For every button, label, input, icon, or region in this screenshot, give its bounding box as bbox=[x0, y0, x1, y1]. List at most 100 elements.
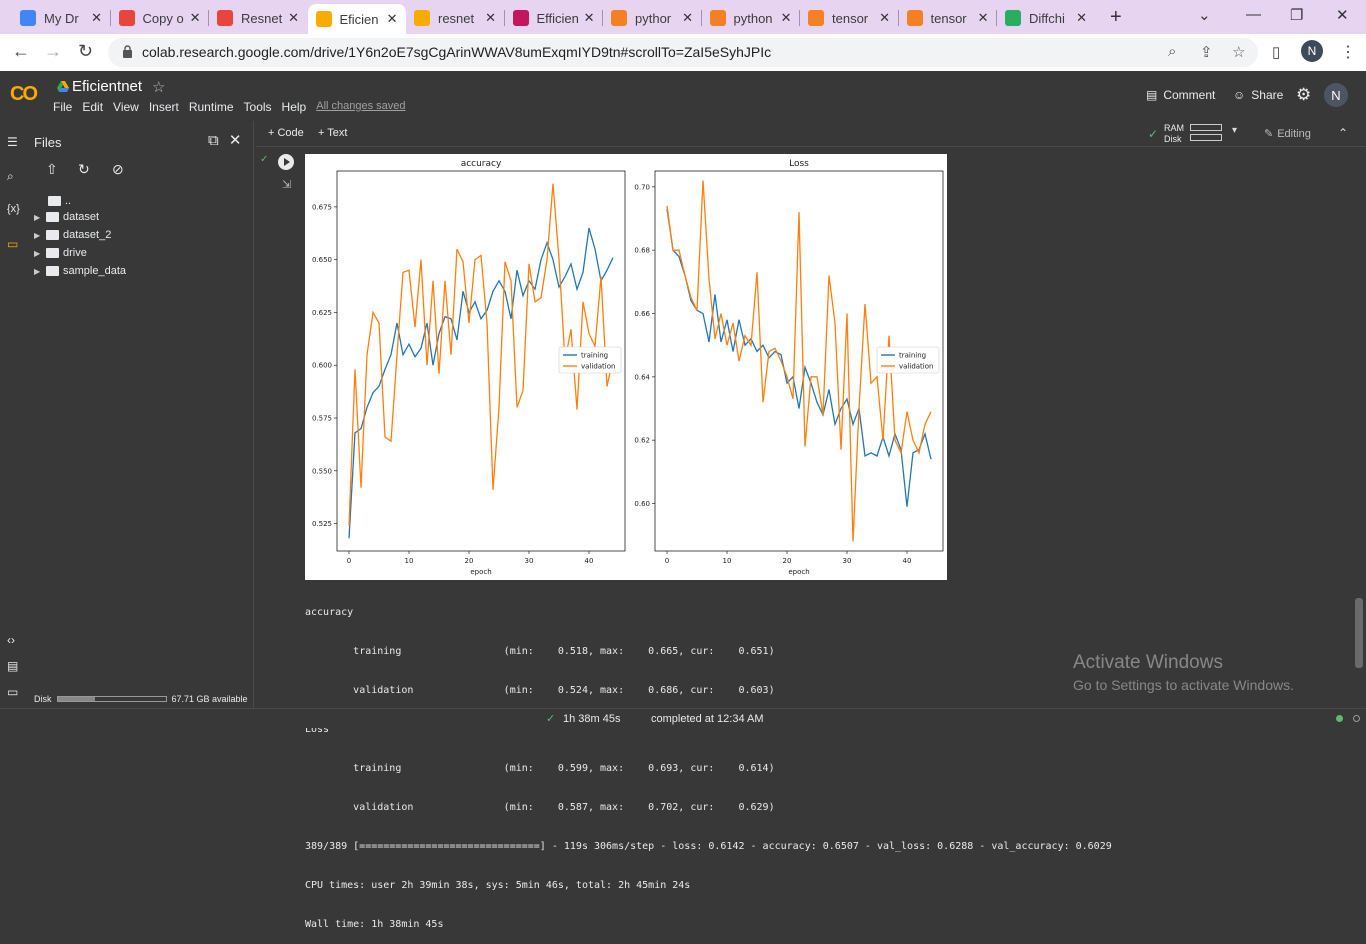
menu-runtime[interactable]: Runtime bbox=[188, 100, 234, 114]
browser-tab[interactable]: tensor ✕ bbox=[800, 4, 898, 32]
upload-icon[interactable]: ⇧ bbox=[46, 161, 58, 177]
browser-tab[interactable]: tensor ✕ bbox=[899, 4, 997, 32]
new-tab-button[interactable]: + bbox=[1110, 6, 1122, 28]
menu-file[interactable]: File bbox=[53, 100, 73, 114]
vertical-scrollbar[interactable] bbox=[1355, 598, 1363, 668]
avatar[interactable]: N bbox=[1324, 83, 1348, 107]
chevron-right-icon[interactable]: ▶ bbox=[34, 230, 41, 240]
list-item[interactable]: ▶ sample_data bbox=[34, 265, 126, 277]
browser-tab[interactable]: resnet ✕ bbox=[406, 4, 504, 32]
code-snippets-icon[interactable]: ‹› bbox=[7, 633, 15, 647]
stackoverflow-icon bbox=[906, 10, 923, 26]
forward-button[interactable]: → bbox=[44, 41, 62, 61]
close-tab-icon[interactable]: ✕ bbox=[91, 10, 102, 25]
close-tab-icon[interactable]: ✕ bbox=[977, 10, 989, 25]
close-tab-icon[interactable]: ✕ bbox=[485, 10, 496, 25]
x-tick-label: 40 bbox=[903, 557, 912, 565]
variables-icon[interactable]: {x} bbox=[7, 203, 20, 215]
search-icon[interactable]: ⌕ bbox=[7, 169, 14, 183]
close-tab-icon[interactable]: ✕ bbox=[879, 10, 890, 25]
series-line-training bbox=[348, 227, 614, 539]
browser-tab[interactable]: Efficien ✕ bbox=[505, 4, 603, 32]
browser-tab-label: tensor bbox=[930, 10, 967, 26]
chevron-right-icon[interactable]: ▶ bbox=[34, 212, 41, 222]
menu-view[interactable]: View bbox=[113, 100, 139, 114]
url-field[interactable]: colab.research.google.com/drive/1Y6n2oE7… bbox=[108, 38, 1258, 67]
output-line: CPU times: user 2h 39min 38s, sys: 5min … bbox=[305, 880, 691, 891]
run-cell-button[interactable] bbox=[278, 154, 294, 170]
close-tab-icon[interactable]: ✕ bbox=[386, 11, 398, 26]
output-line: Wall time: 1h 38min 45s bbox=[305, 919, 444, 930]
refresh-folder-icon[interactable]: ↻ bbox=[78, 161, 90, 177]
close-tab-icon[interactable]: ✕ bbox=[189, 10, 201, 25]
restore-button[interactable]: ❐ bbox=[1290, 7, 1304, 24]
editing-mode-button[interactable]: ✎ Editing bbox=[1264, 127, 1311, 140]
folder-icon[interactable]: ▭ bbox=[7, 237, 19, 251]
output-line: validation (min: 0.524, max: 0.686, cur:… bbox=[305, 685, 775, 696]
browser-tab[interactable]: My Dr ✕ bbox=[12, 4, 110, 32]
save-status-link[interactable]: All changes saved bbox=[316, 100, 406, 112]
open-in-tab-icon[interactable]: ⧉ bbox=[208, 132, 219, 149]
close-tab-icon[interactable]: ✕ bbox=[780, 10, 792, 25]
activation-watermark-text: Go to Settings to activate Windows. bbox=[1073, 677, 1294, 693]
table-of-contents-icon[interactable]: ☰ bbox=[7, 135, 18, 149]
chevron-right-icon[interactable]: ▶ bbox=[34, 248, 41, 258]
browser-tab[interactable]: Resnet ✕ bbox=[209, 4, 307, 32]
unmount-drive-icon[interactable]: ⊘ bbox=[112, 161, 124, 177]
tab-separator bbox=[799, 10, 800, 26]
list-item[interactable]: ▶ drive bbox=[34, 247, 87, 259]
add-code-button[interactable]: + Code bbox=[268, 127, 304, 139]
notebook-title[interactable]: Eficientnet bbox=[72, 78, 143, 95]
zoom-icon[interactable]: ⌕ bbox=[1168, 43, 1177, 60]
add-text-button[interactable]: + Text bbox=[318, 127, 348, 139]
browser-tab[interactable]: python ✕ bbox=[702, 4, 800, 32]
person-add-icon: ☺ bbox=[1233, 88, 1246, 102]
tab-separator bbox=[109, 10, 111, 26]
colab-logo[interactable]: CO bbox=[10, 83, 38, 105]
share-page-icon[interactable]: ⇪ bbox=[1200, 44, 1213, 61]
list-item[interactable]: ▶ dataset_2 bbox=[34, 229, 111, 241]
browser-tab[interactable]: pythor ✕ bbox=[603, 4, 701, 32]
chevron-right-icon[interactable]: ▶ bbox=[34, 266, 41, 276]
share-button[interactable]: ☺ Share bbox=[1233, 88, 1283, 102]
browser-menu-icon[interactable]: ⋮ bbox=[1340, 44, 1356, 61]
close-tab-icon[interactable]: ✕ bbox=[288, 10, 299, 25]
menu-edit[interactable]: Edit bbox=[82, 100, 104, 114]
menu-insert[interactable]: Insert bbox=[148, 100, 179, 114]
chevron-up-icon[interactable]: ⌃ bbox=[1338, 126, 1349, 140]
reload-button[interactable]: ↻ bbox=[78, 41, 94, 61]
bookmark-star-icon[interactable]: ☆ bbox=[1232, 44, 1246, 61]
browser-tab[interactable]: Eficien ✕ bbox=[307, 4, 406, 34]
list-item[interactable]: .. bbox=[48, 195, 71, 207]
browser-tab[interactable]: Copy o ✕ bbox=[111, 4, 209, 32]
connected-indicator bbox=[1336, 715, 1343, 722]
star-icon[interactable]: ☆ bbox=[152, 79, 166, 96]
browser-tab[interactable]: Diffchi ✕ bbox=[997, 4, 1095, 32]
tab-separator bbox=[602, 10, 603, 26]
menu-bar: File Edit View Insert Runtime Tools Help… bbox=[53, 100, 416, 114]
chevron-down-icon[interactable]: ▾ bbox=[1232, 125, 1238, 136]
x-tick-label: 10 bbox=[723, 557, 732, 565]
tab-search-icon[interactable]: ⌄ bbox=[1198, 7, 1211, 24]
menu-help[interactable]: Help bbox=[281, 100, 307, 114]
side-panel-icon[interactable]: ▯ bbox=[1272, 44, 1281, 61]
gear-icon[interactable]: ⚙ bbox=[1296, 85, 1312, 104]
close-icon[interactable]: ✕ bbox=[228, 132, 242, 149]
menu-tools[interactable]: Tools bbox=[243, 100, 272, 114]
chart-title: Loss bbox=[789, 159, 809, 169]
browser-profile-avatar[interactable]: N bbox=[1301, 40, 1323, 62]
back-button[interactable]: ← bbox=[12, 41, 30, 61]
close-tab-icon[interactable]: ✕ bbox=[1076, 10, 1087, 25]
list-item[interactable]: ▶ dataset bbox=[34, 211, 99, 223]
close-window-button[interactable]: ✕ bbox=[1336, 7, 1349, 24]
output-actions-icon[interactable]: ⇲ bbox=[282, 179, 292, 191]
command-palette-icon[interactable]: ▤ bbox=[7, 659, 19, 673]
close-tab-icon[interactable]: ✕ bbox=[583, 10, 595, 25]
stackoverflow-icon bbox=[611, 10, 627, 26]
resources-indicator[interactable]: RAM Disk bbox=[1164, 123, 1184, 145]
comment-button[interactable]: ▤ Comment bbox=[1146, 88, 1215, 102]
output-line: accuracy bbox=[305, 607, 354, 618]
minimize-button[interactable]: — bbox=[1246, 6, 1261, 23]
terminal-icon[interactable]: ▭ bbox=[7, 685, 19, 699]
close-tab-icon[interactable]: ✕ bbox=[682, 10, 693, 25]
